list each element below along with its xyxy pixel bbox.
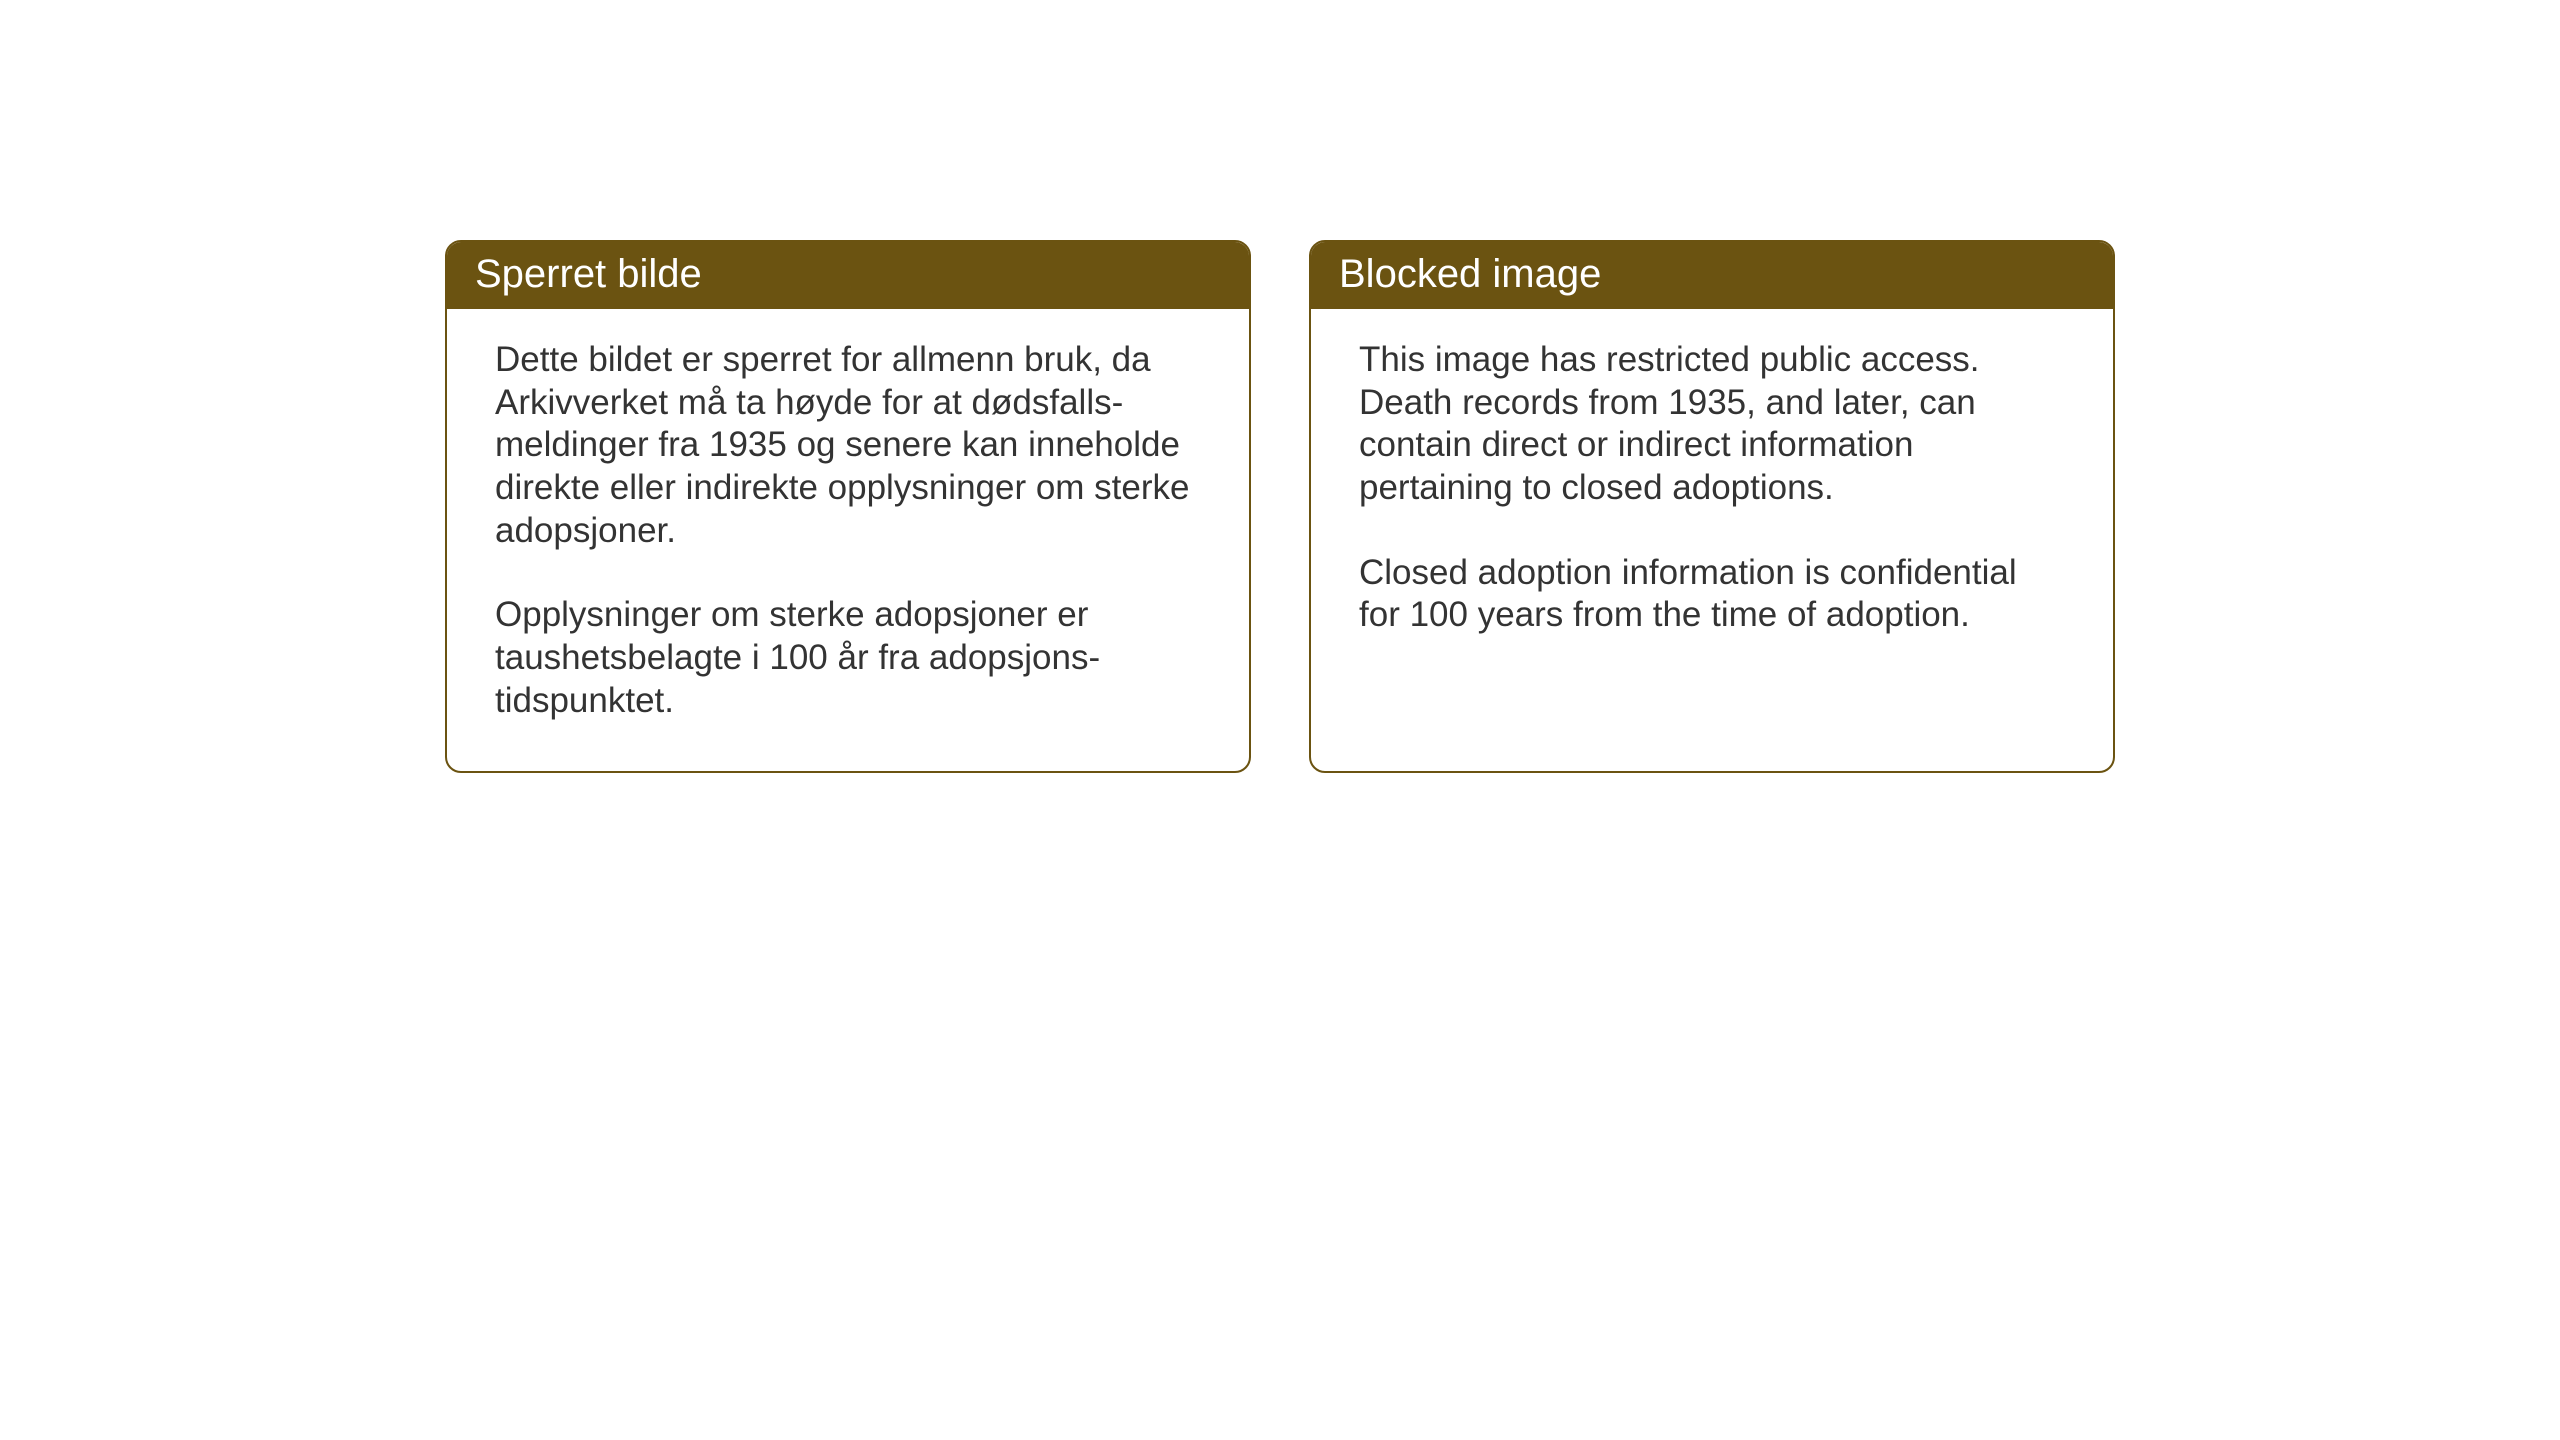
notice-box-norwegian: Sperret bilde Dette bildet er sperret fo… [445,240,1251,773]
notice-paragraph: This image has restricted public access.… [1359,339,2065,510]
notice-paragraph: Dette bildet er sperret for allmenn bruk… [495,339,1201,552]
notice-title-english: Blocked image [1311,242,2113,309]
notice-paragraph: Closed adoption information is confident… [1359,552,2065,637]
notice-body-norwegian: Dette bildet er sperret for allmenn bruk… [447,309,1249,771]
notice-paragraph: Opplysninger om sterke adopsjoner er tau… [495,594,1201,722]
notice-title-norwegian: Sperret bilde [447,242,1249,309]
notice-body-english: This image has restricted public access.… [1311,309,2113,685]
notice-box-english: Blocked image This image has restricted … [1309,240,2115,773]
notice-container: Sperret bilde Dette bildet er sperret fo… [445,240,2115,773]
